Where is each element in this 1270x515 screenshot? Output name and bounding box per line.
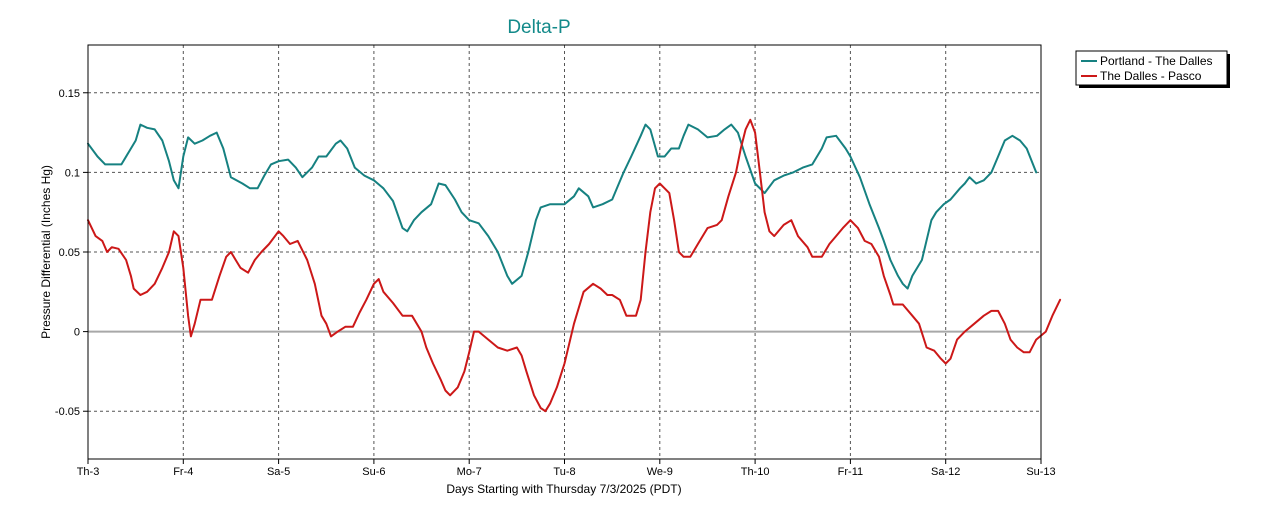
grid-lines <box>88 45 1041 459</box>
x-tick-label: Sa-5 <box>267 466 290 478</box>
x-tick-label: Sa-12 <box>931 466 960 478</box>
legend-box <box>1075 50 1228 86</box>
series-line-1 <box>87 123 1038 290</box>
y-axis-tick-labels: -0.05 0 0.05 0.1 0.15 <box>55 88 88 418</box>
y-tick-label: 0 <box>74 327 80 339</box>
x-axis-label: Days Starting with Thursday 7/3/2025 (PD… <box>446 482 681 496</box>
x-tick-label: Su-6 <box>362 466 385 478</box>
x-tick-label: Tu-8 <box>553 466 575 478</box>
x-axis-tick-labels: Th-3 Fr-4 Sa-5 Su-6 Mo-7 Tu-8 We-9 Th-10 Fr-11 Sa… <box>77 459 1056 478</box>
y-tick-label: -0.05 <box>55 406 80 418</box>
series-lines <box>87 118 1062 413</box>
y-tick-label: 0.15 <box>59 88 80 100</box>
x-tick-label: Fr-11 <box>838 466 863 478</box>
x-tick-label: Th-3 <box>77 466 100 478</box>
series-line-2 <box>87 118 1062 413</box>
x-tick-label: Th-10 <box>741 466 770 478</box>
y-axis-label: Pressure Differential (Inches Hg) <box>39 165 53 339</box>
y-tick-label: 0.1 <box>65 167 80 179</box>
legend-entry-label: Portland - The Dalles <box>1100 54 1213 68</box>
x-tick-label: Su-13 <box>1026 466 1055 478</box>
x-tick-label: Fr-4 <box>173 466 193 478</box>
x-tick-label: Mo-7 <box>457 466 482 478</box>
y-tick-label: 0.05 <box>59 247 80 259</box>
legend-entry-label: The Dalles - Pasco <box>1100 69 1202 83</box>
x-tick-label: We-9 <box>647 466 673 478</box>
chart-title: Delta-P <box>507 17 570 38</box>
